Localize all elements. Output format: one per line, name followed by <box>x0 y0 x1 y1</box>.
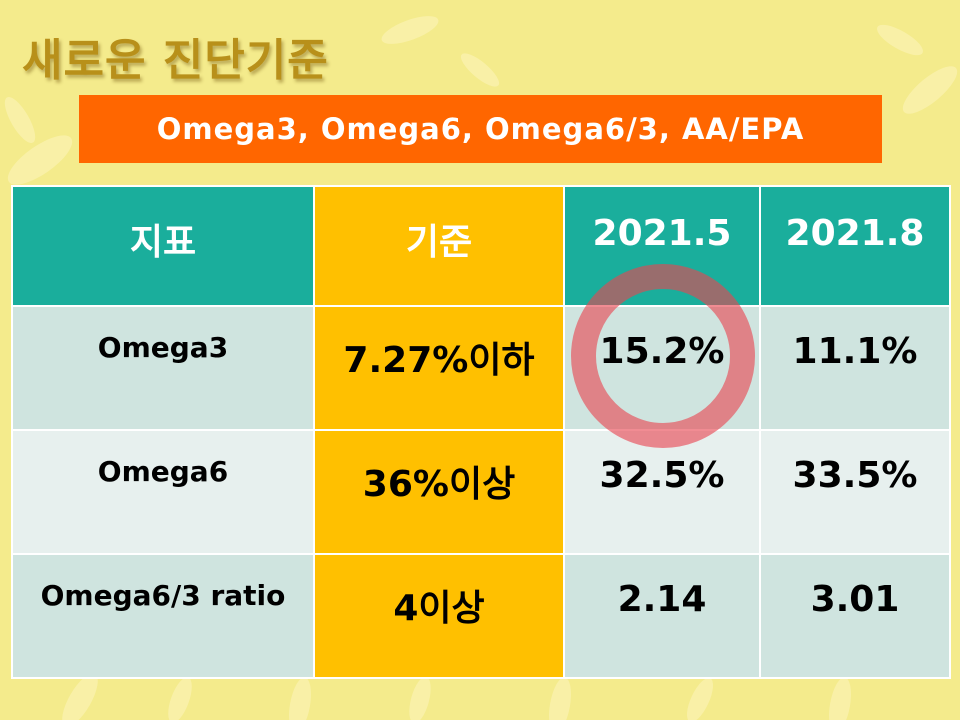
standard-cell: 4이상 <box>313 553 565 679</box>
value-2021-8-cell: 3.01 <box>759 553 951 679</box>
slide-title: 새로운 진단기준 <box>22 35 329 86</box>
indicator-cell: Omega6 <box>11 429 315 555</box>
indicator-cell: Omega6/3 ratio <box>11 553 315 679</box>
standard-cell: 36%이상 <box>313 429 565 555</box>
header-2021-8: 2021.8 <box>759 185 951 307</box>
value-2021-5-cell: 2.14 <box>563 553 761 679</box>
header-indicator: 지표 <box>11 185 315 307</box>
indicator-cell: Omega3 <box>11 305 315 431</box>
criteria-table: 지표 기준 2021.5 2021.8 Omega3 7.27%이하 15.2%… <box>11 185 951 679</box>
table-row: Omega3 7.27%이하 15.2% 11.1% <box>11 305 951 431</box>
value-2021-8-cell: 11.1% <box>759 305 951 431</box>
header-2021-5: 2021.5 <box>563 185 761 307</box>
table-header-row: 지표 기준 2021.5 2021.8 <box>11 185 951 307</box>
table-row: Omega6 36%이상 32.5% 33.5% <box>11 429 951 555</box>
standard-cell: 7.27%이하 <box>313 305 565 431</box>
value-2021-5-cell: 15.2% <box>563 305 761 431</box>
value-2021-8-cell: 33.5% <box>759 429 951 555</box>
value-2021-5-cell: 32.5% <box>563 429 761 555</box>
header-standard: 기준 <box>313 185 565 307</box>
subtitle-banner: Omega3, Omega6, Omega6/3, AA/EPA <box>79 95 882 163</box>
table-row: Omega6/3 ratio 4이상 2.14 3.01 <box>11 553 951 679</box>
